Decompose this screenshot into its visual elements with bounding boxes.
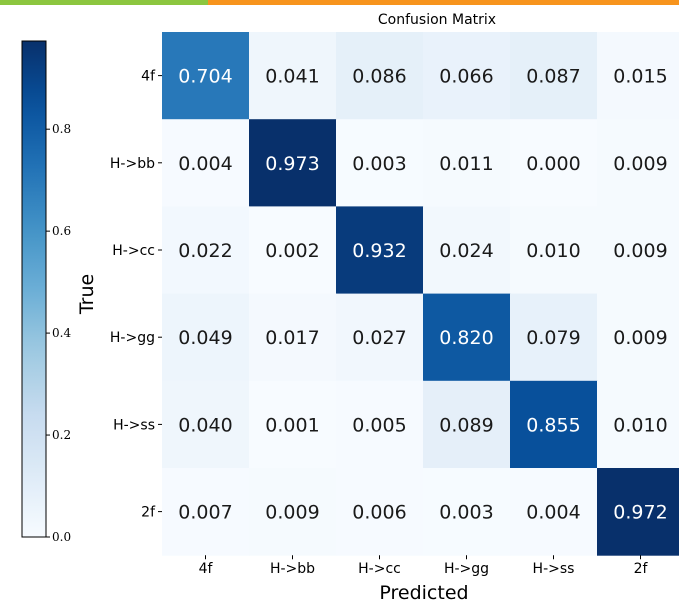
cell-value-label: 0.022	[178, 240, 232, 262]
heatmap-cell	[249, 380, 337, 469]
heatmap-cell	[162, 206, 250, 295]
heatmap-cell	[162, 119, 250, 207]
cell-value-label: 0.003	[439, 502, 493, 524]
heatmap-cell	[510, 206, 598, 295]
heatmap-cell	[336, 380, 424, 469]
heatmap-cell	[336, 119, 424, 207]
cell-value-label: 0.009	[613, 240, 667, 262]
heatmap-cell	[249, 32, 337, 120]
y-tick-label: H->ss	[113, 417, 155, 433]
heatmap-cell	[423, 119, 511, 207]
cell-value-label: 0.973	[265, 153, 319, 175]
cell-value-label: 0.009	[613, 153, 667, 175]
cell-value-label: 0.011	[439, 153, 493, 175]
colorbar-tick-label: 0.4	[52, 326, 71, 340]
heatmap-cell	[336, 468, 424, 556]
cell-value-label: 0.009	[613, 327, 667, 349]
cell-value-label: 0.040	[178, 414, 232, 436]
heatmap-cell	[336, 293, 424, 382]
heatmap-cell	[597, 119, 679, 207]
heatmap-cell	[510, 293, 598, 382]
cell-value-label: 0.086	[352, 66, 406, 88]
heatmap-cell	[423, 468, 511, 556]
top-accent-band-right	[208, 0, 679, 5]
cell-value-label: 0.007	[178, 502, 232, 524]
y-tick-label: H->gg	[110, 330, 155, 346]
heatmap-cell	[249, 293, 337, 382]
heatmap-cell	[249, 468, 337, 556]
cell-value-label: 0.005	[352, 414, 406, 436]
cell-value-label: 0.017	[265, 327, 319, 349]
cell-value-label: 0.079	[526, 327, 580, 349]
x-tick-label: H->ss	[533, 561, 575, 577]
cell-value-label: 0.010	[613, 414, 667, 436]
heatmap-cell	[336, 206, 424, 295]
cell-value-label: 0.024	[439, 240, 493, 262]
cell-value-label: 0.015	[613, 66, 667, 88]
cell-value-label: 0.049	[178, 327, 232, 349]
heatmap-cell	[249, 119, 337, 207]
heatmap-cell	[423, 206, 511, 295]
cell-value-label: 0.001	[265, 414, 319, 436]
y-tick-label: 2f	[141, 505, 156, 521]
heatmap-cell	[597, 380, 679, 469]
cell-value-label: 0.002	[265, 240, 319, 262]
colorbar	[21, 40, 47, 538]
colorbar-tick-label: 0.8	[52, 122, 71, 136]
x-tick-label: H->cc	[358, 561, 401, 577]
heatmap-cell	[162, 468, 250, 556]
x-tick-label: 2f	[634, 561, 649, 577]
y-tick-label: H->cc	[112, 243, 155, 259]
cell-value-label: 0.006	[352, 502, 406, 524]
cell-value-label: 0.009	[265, 502, 319, 524]
heatmap-cell	[336, 32, 424, 120]
cell-value-label: 0.000	[526, 153, 580, 175]
cell-value-label: 0.855	[526, 414, 580, 436]
heatmap-cell	[423, 32, 511, 120]
heatmap-cell	[423, 380, 511, 469]
heatmap-cell	[510, 380, 598, 469]
cell-value-label: 0.089	[439, 414, 493, 436]
cell-value-label: 0.004	[178, 153, 232, 175]
x-tick-label: H->bb	[270, 561, 315, 577]
cell-value-label: 0.010	[526, 240, 580, 262]
top-accent-band-left	[0, 0, 208, 5]
cell-value-label: 0.066	[439, 66, 493, 88]
cell-value-label: 0.027	[352, 327, 406, 349]
heatmap-cell	[597, 468, 679, 556]
y-tick-label: H->bb	[110, 156, 155, 172]
cell-value-label: 0.932	[352, 240, 406, 262]
y-axis-label: True	[76, 274, 98, 315]
heatmap-cell	[597, 206, 679, 295]
cell-value-label: 0.004	[526, 502, 580, 524]
heatmap-cell	[162, 293, 250, 382]
x-axis-label: Predicted	[379, 582, 468, 604]
cell-value-label: 0.704	[178, 66, 232, 88]
heatmap-cell	[423, 293, 511, 382]
cell-value-label: 0.087	[526, 66, 580, 88]
heatmap-cell	[510, 32, 598, 120]
cell-value-label: 0.972	[613, 502, 667, 524]
heatmap-cell	[510, 468, 598, 556]
colorbar-tick-label: 0.6	[52, 224, 71, 238]
heatmap-cell	[162, 380, 250, 469]
heatmap-cell	[597, 32, 679, 120]
heatmap-cell	[510, 119, 598, 207]
colorbar-tick-label: 0.0	[52, 530, 71, 544]
colorbar-tick-label: 0.2	[52, 428, 71, 442]
x-tick-label: H->gg	[444, 561, 489, 577]
heatmap-cell	[597, 293, 679, 382]
heatmap-cell	[249, 206, 337, 295]
y-tick-label: 4f	[141, 69, 156, 85]
cell-value-label: 0.003	[352, 153, 406, 175]
cell-value-label: 0.041	[265, 66, 319, 88]
x-tick-label: 4f	[199, 561, 214, 577]
chart-title: Confusion Matrix	[378, 12, 496, 28]
cell-value-label: 0.820	[439, 327, 493, 349]
heatmap-cell	[162, 32, 250, 120]
